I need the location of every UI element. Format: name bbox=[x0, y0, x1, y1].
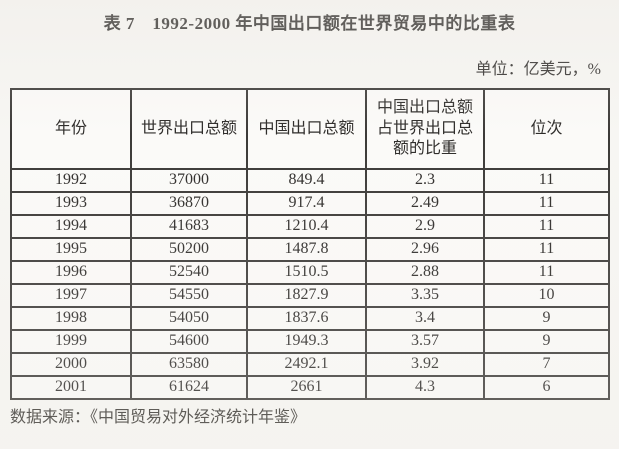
table-cell: 1995 bbox=[10, 237, 132, 262]
table-cell: 41683 bbox=[130, 214, 248, 239]
table-cell: 3.35 bbox=[365, 283, 485, 308]
table-cell: 1997 bbox=[10, 283, 132, 308]
table-row: 1999 54600 1949.3 3.57 9 bbox=[10, 329, 610, 354]
table-row: 1994 41683 1210.4 2.9 11 bbox=[10, 214, 610, 239]
unit-label: 单位：亿美元，% bbox=[475, 61, 601, 78]
table-cell: 11 bbox=[483, 237, 610, 262]
table-cell: 1996 bbox=[10, 260, 132, 285]
table-cell: 1999 bbox=[10, 329, 132, 354]
table-cell: 3.92 bbox=[365, 352, 485, 377]
table-row: 1997 54550 1827.9 3.35 10 bbox=[10, 283, 610, 308]
table-cell: 6 bbox=[483, 375, 610, 400]
column-header: 位次 bbox=[483, 88, 610, 170]
table-cell: 9 bbox=[483, 306, 610, 331]
table-cell: 1837.6 bbox=[246, 306, 367, 331]
table-cell: 2001 bbox=[10, 375, 132, 400]
export-share-table: 年份 世界出口总额 中国出口总额 中国出口总额 占世界出口总 额的比重 位次 1992 3… bbox=[10, 88, 610, 400]
table-cell: 1210.4 bbox=[246, 214, 367, 239]
table-cell: 3.4 bbox=[365, 306, 485, 331]
table-cell: 37000 bbox=[130, 168, 248, 193]
table-row: 2001 61624 2661 4.3 6 bbox=[10, 375, 610, 400]
table-cell: 1827.9 bbox=[246, 283, 367, 308]
table-header-row: 年份 世界出口总额 中国出口总额 中国出口总额 占世界出口总 额的比重 位次 bbox=[10, 88, 610, 170]
table-cell: 63580 bbox=[130, 352, 248, 377]
table-cell: 10 bbox=[483, 283, 610, 308]
table-row: 1993 36870 917.4 2.49 11 bbox=[10, 191, 610, 216]
table-cell: 4.3 bbox=[365, 375, 485, 400]
table-cell: 849.4 bbox=[246, 168, 367, 193]
table-cell: 917.4 bbox=[246, 191, 367, 216]
table-cell: 50200 bbox=[130, 237, 248, 262]
table-cell: 11 bbox=[483, 260, 610, 285]
table-cell: 9 bbox=[483, 329, 610, 354]
table-cell: 54050 bbox=[130, 306, 248, 331]
table-cell: 1994 bbox=[10, 214, 132, 239]
table-cell: 11 bbox=[483, 191, 610, 216]
table-row: 1992 37000 849.4 2.3 11 bbox=[10, 168, 610, 193]
table-cell: 54600 bbox=[130, 329, 248, 354]
column-header: 中国出口总额 bbox=[246, 88, 367, 170]
table-cell: 11 bbox=[483, 214, 610, 239]
table-cell: 3.57 bbox=[365, 329, 485, 354]
table-cell: 2.3 bbox=[365, 168, 485, 193]
table-cell: 36870 bbox=[130, 191, 248, 216]
table-cell: 2492.1 bbox=[246, 352, 367, 377]
table-cell: 2.88 bbox=[365, 260, 485, 285]
table-cell: 54550 bbox=[130, 283, 248, 308]
table-cell: 2661 bbox=[246, 375, 367, 400]
table-body: 1992 37000 849.4 2.3 11 1993 36870 917.4 2.49 11 1… bbox=[10, 168, 610, 400]
table-cell: 2.96 bbox=[365, 237, 485, 262]
table-row: 1995 50200 1487.8 2.96 11 bbox=[10, 237, 610, 262]
table-cell: 2.49 bbox=[365, 191, 485, 216]
table-cell: 1510.5 bbox=[246, 260, 367, 285]
table-cell: 7 bbox=[483, 352, 610, 377]
table-cell: 1487.8 bbox=[246, 237, 367, 262]
table-cell: 1998 bbox=[10, 306, 132, 331]
column-header: 世界出口总额 bbox=[130, 88, 248, 170]
document-title: 表 7 1992-2000 年中国出口额在世界贸易中的比重表 bbox=[103, 14, 516, 33]
table-cell: 1992 bbox=[10, 168, 132, 193]
table-cell: 1993 bbox=[10, 191, 132, 216]
table-row: 1998 54050 1837.6 3.4 9 bbox=[10, 306, 610, 331]
table-cell: 61624 bbox=[130, 375, 248, 400]
data-source-note: 数据来源：《中国贸易对外经济统计年鉴》 bbox=[10, 409, 307, 426]
table-cell: 52540 bbox=[130, 260, 248, 285]
table-cell: 2.9 bbox=[365, 214, 485, 239]
table-row: 1996 52540 1510.5 2.88 11 bbox=[10, 260, 610, 285]
table-cell: 1949.3 bbox=[246, 329, 367, 354]
table-cell: 2000 bbox=[10, 352, 132, 377]
column-header: 中国出口总额 占世界出口总 额的比重 bbox=[365, 88, 485, 170]
table-cell: 11 bbox=[483, 168, 610, 193]
table-row: 2000 63580 2492.1 3.92 7 bbox=[10, 352, 610, 377]
column-header: 年份 bbox=[10, 88, 132, 170]
